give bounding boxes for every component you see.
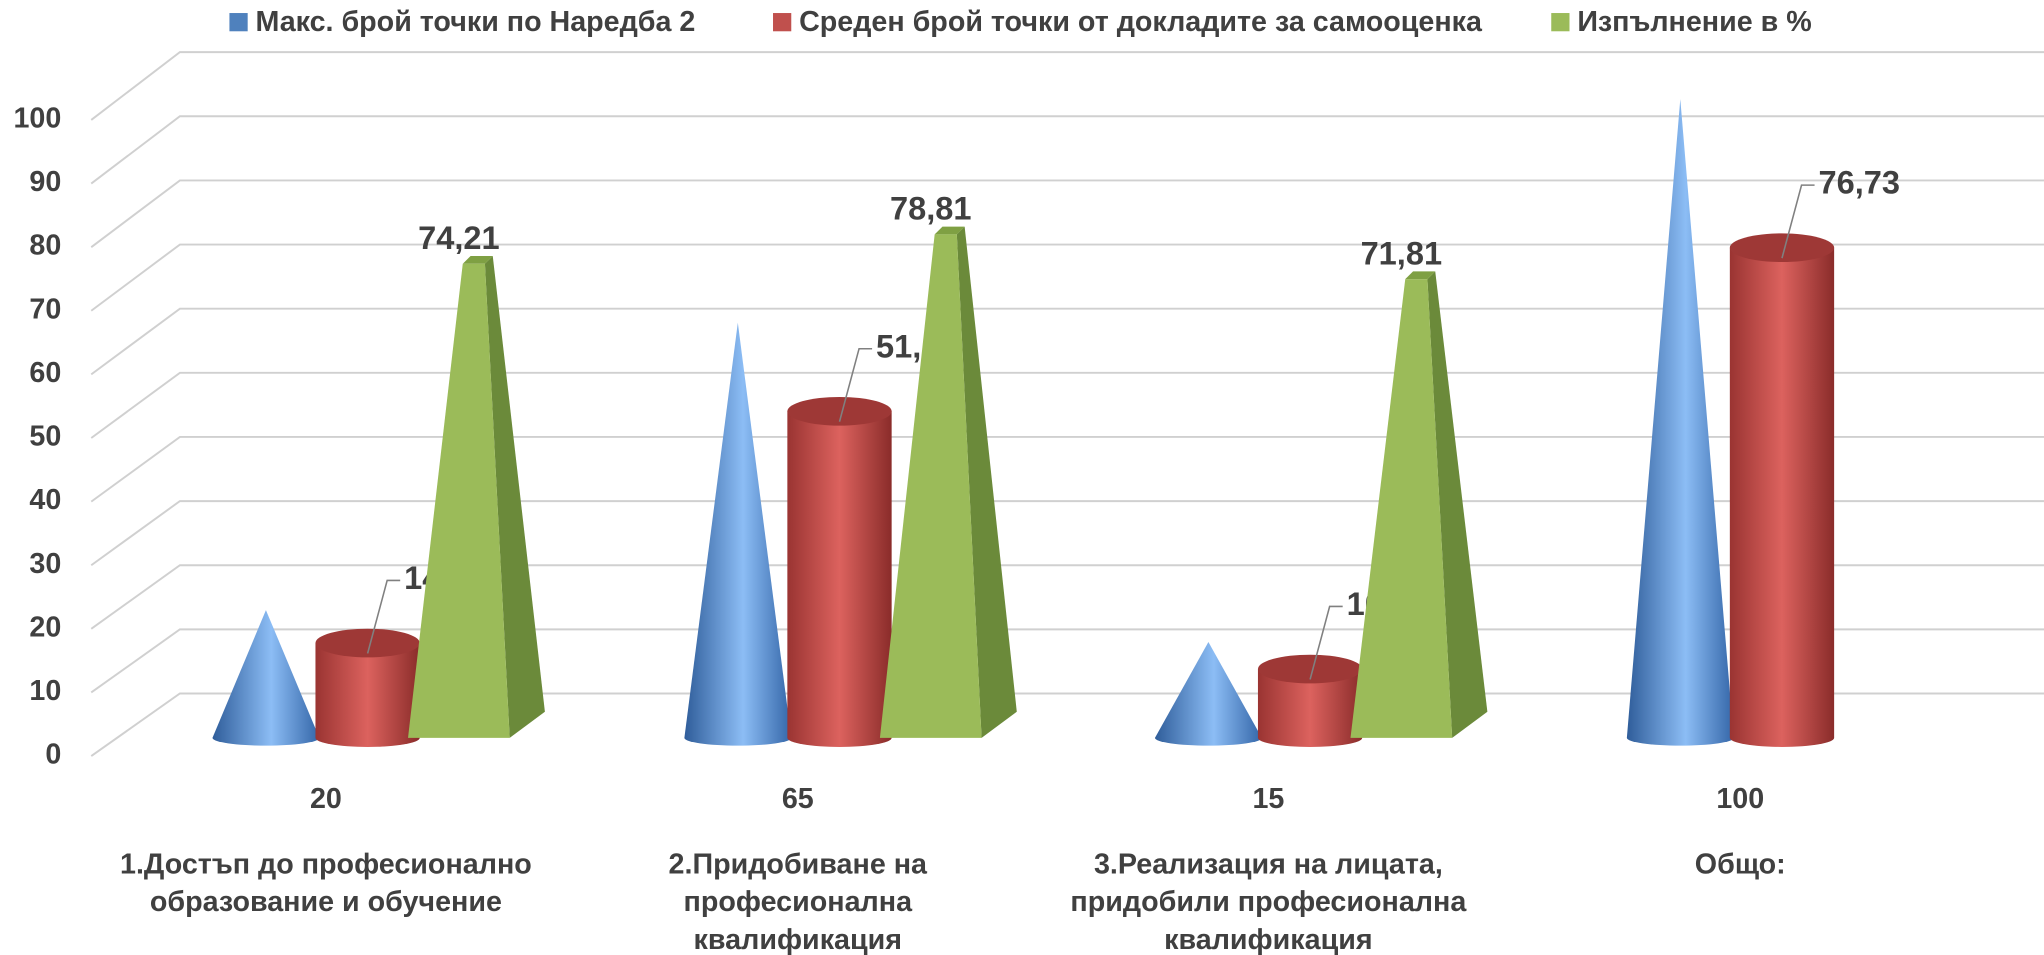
y-tick-label: 60: [29, 357, 61, 389]
cylinder: [1729, 233, 1835, 747]
legend-swatch: [229, 13, 248, 32]
y-tick-label: 50: [29, 421, 61, 453]
cylinder-body: [1729, 247, 1835, 747]
cylinder-top: [315, 628, 420, 658]
cylinder: [1257, 654, 1363, 747]
cone-body: [1626, 99, 1734, 746]
x-tick-label-box: Общо:: [1694, 847, 1786, 880]
cone-body: [684, 322, 792, 746]
x-tick-label-box: 1.Достъп до професионално образование и …: [119, 847, 532, 918]
pyramid-side: [1427, 271, 1488, 738]
cone: [1154, 642, 1262, 746]
x-tick-value: 100: [1716, 783, 1764, 815]
data-label: 71,81: [1361, 235, 1443, 271]
legend-label: Среден брой точки от докладите за самооц…: [799, 6, 1483, 38]
cylinder-body: [1257, 669, 1363, 747]
y-tick-label: 10: [29, 675, 61, 707]
y-tick-label: 0: [45, 739, 61, 771]
y-tick-label: 80: [29, 230, 61, 262]
leader-line: [1781, 184, 1815, 259]
grid-line: [90, 51, 2044, 121]
cylinder-top: [787, 396, 892, 426]
cone-body: [212, 610, 320, 746]
legend-swatch: [773, 13, 792, 32]
cylinder-top: [1729, 233, 1835, 263]
x-tick-label: 2.Придобиване на професионална квалифика…: [668, 847, 928, 955]
y-tick-label: 20: [29, 611, 61, 643]
y-tick-label: 90: [29, 166, 61, 198]
pyramid-front: [1350, 279, 1453, 738]
x-tick-label: 3.Реализация на лицата, придобили профес…: [1070, 847, 1467, 955]
data-label: 78,81: [890, 191, 972, 227]
legend-label: Изпълнение в %: [1577, 6, 1811, 38]
cylinder: [315, 628, 420, 747]
pyramid-top: [934, 226, 965, 235]
x-tick-value: 15: [1252, 783, 1284, 815]
leader-line: [1309, 605, 1343, 680]
grid-line: [90, 179, 2044, 248]
legend-label: Макс. брой точки по Наредба 2: [256, 6, 696, 38]
pyramid-front: [879, 234, 982, 738]
cone-body: [1154, 642, 1262, 746]
grid-line: [90, 243, 2044, 312]
x-tick-label-box: 3.Реализация на лицата, придобили профес…: [1070, 847, 1467, 955]
pyramid-top: [462, 255, 493, 264]
pyramid-side: [484, 255, 545, 738]
x-tick-value: 65: [782, 783, 814, 815]
leader-line: [366, 579, 401, 654]
grid-line: [90, 115, 2044, 185]
pyramid: [879, 226, 1017, 738]
x-tick-value: 20: [310, 783, 342, 815]
data-label: 74,21: [418, 220, 500, 256]
leader-line: [838, 347, 873, 422]
cylinder-top: [1257, 654, 1363, 684]
pyramid: [408, 255, 545, 738]
y-tick-label: 70: [29, 293, 61, 325]
cone: [212, 610, 320, 746]
cone: [1626, 99, 1734, 746]
cylinder: [787, 396, 892, 747]
cone: [684, 322, 792, 746]
x-tick-label-box: 2.Придобиване на професионална квалифика…: [668, 847, 928, 955]
data-label: 76,73: [1818, 165, 1900, 201]
pyramid-top: [1405, 271, 1436, 280]
pyramid-side: [956, 226, 1017, 738]
pyramid-front: [408, 263, 510, 738]
x-tick-label: 1.Достъп до професионално образование и …: [119, 847, 532, 918]
cylinder-body: [787, 411, 892, 747]
y-tick-label: 30: [29, 548, 61, 580]
y-tick-label: 40: [29, 484, 61, 516]
x-tick-label: Общо:: [1694, 847, 1786, 880]
pyramid: [1350, 271, 1488, 738]
cylinder-body: [315, 643, 420, 747]
legend-swatch: [1551, 13, 1570, 32]
y-tick-label: 100: [13, 103, 61, 135]
